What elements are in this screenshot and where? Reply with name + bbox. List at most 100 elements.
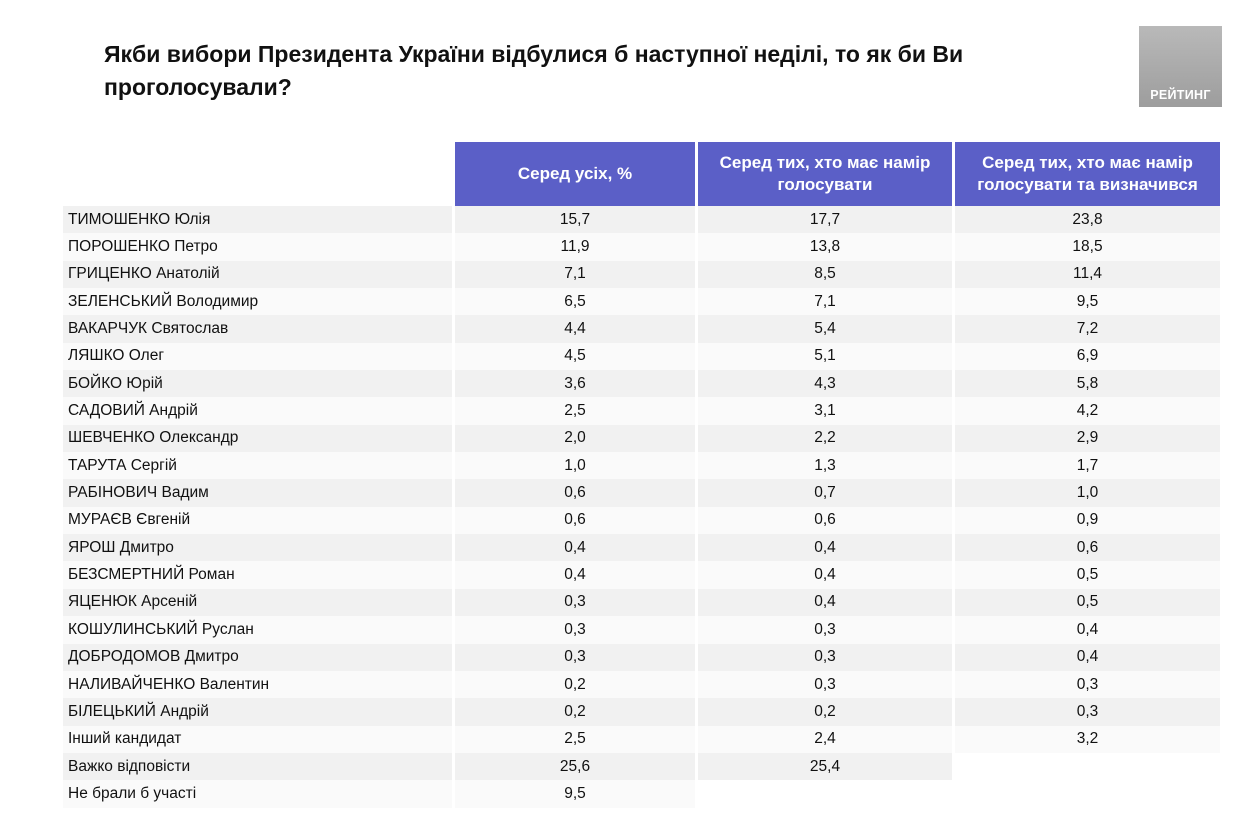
candidate-name-cell: БЕЗСМЕРТНИЙ Роман [63,561,452,589]
table-header-row: Серед усіх, % Серед тих, хто має намір г… [63,142,1220,206]
table-row: ШЕВЧЕНКО Олександр 2,0 2,2 2,9 [63,424,1220,453]
among-voters-cell: 0,3 [698,670,952,699]
among-voters-cell: 5,4 [698,315,952,343]
among-decided-cell: 4,2 [955,397,1220,425]
table-row: ЗЕЛЕНСЬКИЙ Володимир 6,5 7,1 9,5 [63,288,1220,316]
among-all-cell: 0,2 [455,698,695,726]
among-voters-cell: 4,3 [698,370,952,398]
among-all-cell: 9,5 [455,780,695,808]
table-body: ТИМОШЕНКО Юлія 15,7 17,7 23,8 ПОРОШЕНКО Петр… [63,206,1220,808]
among-all-cell: 0,6 [455,479,695,507]
among-voters-cell: 2,2 [698,424,952,453]
among-decided-cell: 18,5 [955,233,1220,261]
among-decided-cell: 0,6 [955,534,1220,562]
candidate-name-cell: ТИМОШЕНКО Юлія [63,206,452,234]
among-voters-cell: 0,3 [698,616,952,644]
results-table: Серед усіх, % Серед тих, хто має намір г… [60,142,1223,808]
candidate-name-cell: ЛЯШКО Олег [63,342,452,371]
among-decided-cell: 2,9 [955,424,1220,453]
table-row: РАБІНОВИЧ Вадим 0,6 0,7 1,0 [63,479,1220,507]
page-title: Якби вибори Президента України відбулися… [104,41,964,100]
among-voters-cell [698,780,952,807]
among-voters-cell: 8,5 [698,260,952,289]
among-voters-cell: 0,6 [698,506,952,535]
among-all-cell: 0,4 [455,534,695,562]
among-decided-cell [955,780,1220,807]
among-all-cell: 4,5 [455,342,695,371]
candidate-name-cell: ЯРОШ Дмитро [63,534,452,562]
among-voters-cell: 1,3 [698,452,952,480]
candidate-name-cell: ГРИЦЕНКО Анатолій [63,260,452,289]
candidate-name-cell: БОЙКО Юрій [63,370,452,398]
table-row: ПОРОШЕНКО Петро 11,9 13,8 18,5 [63,233,1220,261]
table-row: МУРАЄВ Євгеній 0,6 0,6 0,9 [63,506,1220,535]
candidate-name-cell: РАБІНОВИЧ Вадим [63,479,452,507]
among-all-cell: 0,6 [455,506,695,535]
among-decided-cell: 1,7 [955,452,1220,480]
among-decided-cell [955,753,1220,780]
candidate-name-cell: БІЛЕЦЬКИЙ Андрій [63,698,452,726]
among-all-cell: 0,3 [455,643,695,671]
among-decided-cell: 0,4 [955,616,1220,644]
among-all-cell: 2,5 [455,397,695,425]
among-voters-cell: 0,4 [698,561,952,589]
candidate-name-cell: МУРАЄВ Євгеній [63,506,452,535]
among-all-cell: 4,4 [455,315,695,343]
table-row: ВАКАРЧУК Святослав 4,4 5,4 7,2 [63,315,1220,343]
among-voters-cell: 25,4 [698,752,952,781]
among-voters-cell: 17,7 [698,206,952,234]
table-row: ТАРУТА Сергій 1,0 1,3 1,7 [63,452,1220,480]
candidate-name-cell: КОШУЛИНСЬКИЙ Руслан [63,616,452,644]
among-decided-cell: 11,4 [955,260,1220,289]
table-row: КОШУЛИНСЬКИЙ Руслан 0,3 0,3 0,4 [63,616,1220,644]
candidate-name-cell: ШЕВЧЕНКО Олександр [63,424,452,453]
candidate-name-cell: САДОВИЙ Андрій [63,397,452,425]
among-decided-cell: 6,9 [955,342,1220,371]
among-decided-cell: 3,2 [955,725,1220,753]
among-all-cell: 7,1 [455,260,695,289]
among-all-cell: 15,7 [455,206,695,234]
candidate-name-cell: Важко відповісти [63,752,452,781]
among-decided-cell: 1,0 [955,479,1220,507]
among-voters-cell: 0,2 [698,698,952,726]
among-voters-cell: 7,1 [698,288,952,316]
table-row: ТИМОШЕНКО Юлія 15,7 17,7 23,8 [63,206,1220,234]
table-row: ЯЦЕНЮК Арсеній 0,3 0,4 0,5 [63,588,1220,617]
candidate-name-cell: ЯЦЕНЮК Арсеній [63,588,452,617]
candidate-name-cell: Інший кандидат [63,725,452,753]
header-among-all: Серед усіх, % [455,142,695,206]
table-row: Не брали б участі 9,5 [63,780,1220,808]
among-decided-cell: 23,8 [955,206,1220,234]
table-row: ЛЯШКО Олег 4,5 5,1 6,9 [63,342,1220,371]
candidate-name-cell: ДОБРОДОМОВ Дмитро [63,643,452,671]
among-voters-cell: 0,7 [698,479,952,507]
table-row: ЯРОШ Дмитро 0,4 0,4 0,6 [63,534,1220,562]
candidate-name-cell: ЗЕЛЕНСЬКИЙ Володимир [63,288,452,316]
among-decided-cell: 9,5 [955,288,1220,316]
among-all-cell: 2,5 [455,725,695,753]
rating-logo: РЕЙТИНГ [1139,26,1222,107]
among-all-cell: 0,4 [455,561,695,589]
table-row: БОЙКО Юрій 3,6 4,3 5,8 [63,370,1220,398]
table-row: Інший кандидат 2,5 2,4 3,2 [63,725,1220,753]
among-all-cell: 3,6 [455,370,695,398]
among-voters-cell: 0,4 [698,534,952,562]
among-decided-cell: 0,3 [955,670,1220,699]
among-all-cell: 11,9 [455,233,695,261]
candidate-name-cell: ПОРОШЕНКО Петро [63,233,452,261]
among-all-cell: 6,5 [455,288,695,316]
among-all-cell: 0,3 [455,616,695,644]
table-row: НАЛИВАЙЧЕНКО Валентин 0,2 0,3 0,3 [63,670,1220,699]
among-all-cell: 25,6 [455,752,695,781]
table-row: ГРИЦЕНКО Анатолій 7,1 8,5 11,4 [63,260,1220,289]
header-blank-cell [63,142,452,206]
among-decided-cell: 0,4 [955,643,1220,671]
among-all-cell: 0,3 [455,588,695,617]
candidate-name-cell: ТАРУТА Сергій [63,452,452,480]
table-row: Важко відповісти 25,6 25,4 [63,752,1220,781]
among-decided-cell: 0,5 [955,561,1220,589]
among-voters-cell: 0,4 [698,588,952,617]
among-all-cell: 0,2 [455,670,695,699]
table-row: БЕЗСМЕРТНИЙ Роман 0,4 0,4 0,5 [63,561,1220,589]
among-decided-cell: 7,2 [955,315,1220,343]
